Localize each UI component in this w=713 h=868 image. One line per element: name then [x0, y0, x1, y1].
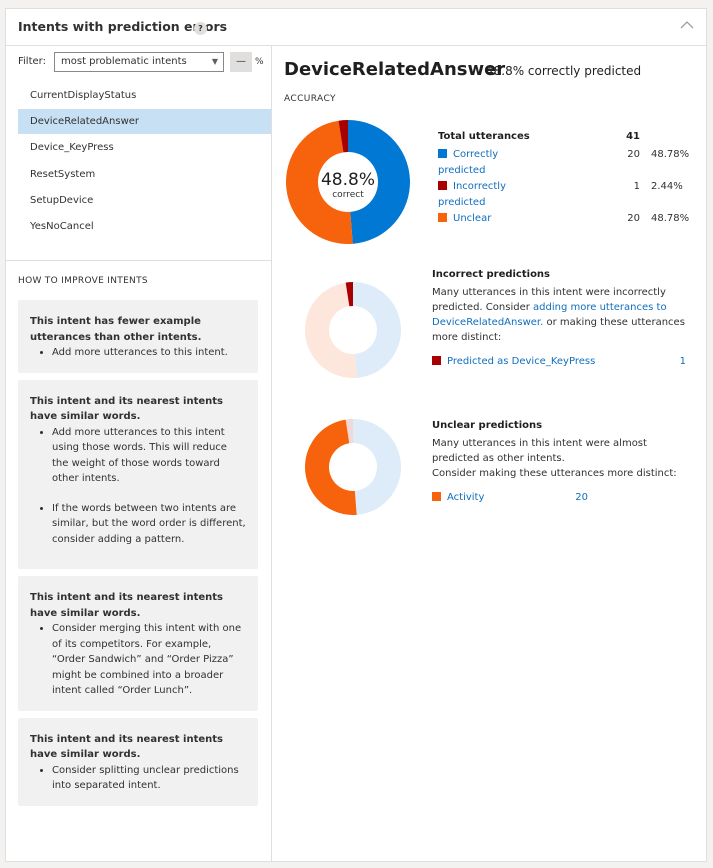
section-label: ACCURACY [284, 94, 336, 104]
section-description: Many utterances in this intent were almo… [432, 436, 690, 481]
donut-slice [353, 419, 402, 515]
legend-item[interactable]: Correctly predicted [438, 147, 518, 178]
section-title: Incorrect predictions [432, 269, 551, 280]
tip-list: Add more utterances to this intent. [30, 345, 246, 361]
item-swatch [432, 492, 441, 501]
total-value: 41 [626, 131, 640, 142]
donut-slice [304, 419, 357, 515]
item-count: 20 [575, 492, 588, 503]
donut-center-value: 48.8% [320, 170, 375, 190]
legend-percent: 2.44% [651, 181, 683, 192]
intent-item[interactable]: DeviceRelatedAnswer [18, 109, 271, 135]
legend-swatch [438, 149, 447, 158]
section-title: Unclear predictions [432, 420, 543, 431]
legend-name: Unclear [453, 213, 492, 224]
chevron-icon [680, 21, 694, 29]
description-text: Many utterances in this intent were inco… [432, 287, 666, 313]
tip-title: This intent and its nearest intents have… [30, 395, 223, 423]
intent-summary: 48.8% correctly predicted [486, 64, 642, 78]
intent-name: DeviceRelatedAnswer [30, 116, 140, 128]
item-name: Activity [447, 492, 485, 503]
intent-title: DeviceRelatedAnswer [284, 59, 506, 80]
donut-slice [353, 282, 402, 378]
tip-item: Consider merging this intent with one of… [52, 621, 246, 699]
legend-swatch [438, 181, 447, 190]
tip-card: This intent and its nearest intents have… [18, 576, 258, 711]
tip-list: Add more utterances to this intent using… [30, 425, 246, 548]
prediction-item[interactable]: Activity [432, 492, 484, 503]
tip-title: This intent has fewer example utterances… [30, 316, 202, 343]
donut-slice [345, 282, 353, 307]
improve-heading: HOW TO IMPROVE INTENTS [18, 276, 148, 286]
intent-item[interactable]: CurrentDisplayStatus [18, 83, 271, 108]
tip-item: Add more utterances to this intent using… [52, 425, 246, 487]
intent-item[interactable]: ResetSystem [18, 162, 271, 187]
intent-item[interactable]: Device_KeyPress [18, 135, 271, 160]
tip-list: Consider splitting unclear predictions i… [30, 763, 246, 794]
intent-name: SetupDevice [30, 194, 94, 206]
legend-item[interactable]: Incorrectly predicted [438, 179, 518, 210]
dropdown-text: most problematic intents [61, 56, 187, 67]
help-icon[interactable]: ? [194, 22, 207, 35]
item-name: Predicted as Device_KeyPress [447, 356, 596, 367]
tip-title: This intent and its nearest intents have… [30, 592, 223, 619]
legend-percent: 48.78% [651, 213, 690, 224]
section-description: Many utterances in this intent were inco… [432, 285, 690, 345]
tip-item: If the words between two intents are sim… [52, 501, 246, 548]
legend-item[interactable]: Unclear [438, 211, 518, 227]
legend-name: Incorrectly predicted [438, 181, 506, 208]
improve-link[interactable]: adding more utterances to DeviceRelatedA… [432, 302, 667, 328]
dropdown-caret: ▼ [211, 57, 218, 66]
item-swatch [432, 356, 441, 365]
total-label: Total utterances [438, 131, 530, 142]
tip-title: This intent and its nearest intents have… [30, 733, 223, 761]
donut-center-label: correct [332, 190, 364, 200]
tip-item: Add more utterances to this intent. [52, 345, 246, 361]
donut-slice [348, 120, 410, 244]
tip-card: This intent and its nearest intents have… [18, 379, 258, 569]
description-end: or making these utterances more distinct… [432, 317, 685, 343]
intent-name: YesNoCancel [30, 221, 94, 232]
donut-chart [304, 419, 402, 515]
intent-item[interactable]: YesNoCancel [18, 214, 271, 239]
collapse-button[interactable] [680, 20, 694, 30]
legend-count: 1 [633, 181, 640, 192]
tip-item: Consider splitting unclear predictions i… [52, 763, 246, 794]
legend-percent: 48.78% [651, 149, 690, 160]
donut-chart [304, 282, 402, 378]
tips-list: This intent has fewer example utterances… [18, 300, 258, 813]
donut-slice [286, 120, 353, 244]
intent-name: ResetSystem [30, 168, 96, 180]
tip-list: Consider merging this intent with one of… [30, 621, 246, 699]
panel-title: Intents with prediction errors [18, 19, 228, 34]
header-divider [5, 45, 707, 46]
tip-card: This intent has fewer example utterances… [18, 300, 258, 373]
description-end: Consider making these utterances more di… [432, 468, 677, 479]
donut-slice [304, 282, 357, 378]
tip-card: This intent and its nearest intents have… [18, 717, 258, 806]
intent-name: Device_KeyPress [30, 142, 114, 154]
filter-unit: % [255, 57, 264, 67]
legend-count: 20 [627, 213, 640, 224]
column-divider [271, 45, 272, 862]
filter-label: Filter: [18, 56, 46, 67]
legend-count: 20 [627, 149, 640, 160]
legend-name: Correctly predicted [438, 149, 499, 176]
donut-slice [345, 419, 353, 444]
donut-slice [338, 120, 348, 153]
intent-name: CurrentDisplayStatus [30, 90, 137, 101]
intent-item[interactable]: SetupDevice [18, 188, 271, 213]
prediction-item[interactable]: Predicted as Device_KeyPress [432, 356, 595, 367]
filter-button[interactable]: — [230, 52, 252, 72]
legend-swatch [438, 213, 447, 222]
list-divider [5, 260, 271, 261]
item-count: 1 [679, 356, 686, 367]
description-text: Many utterances in this intent were almo… [432, 438, 647, 464]
donut-chart [286, 120, 410, 244]
filter-dropdown[interactable]: most problematic intents ▼ [54, 52, 224, 72]
